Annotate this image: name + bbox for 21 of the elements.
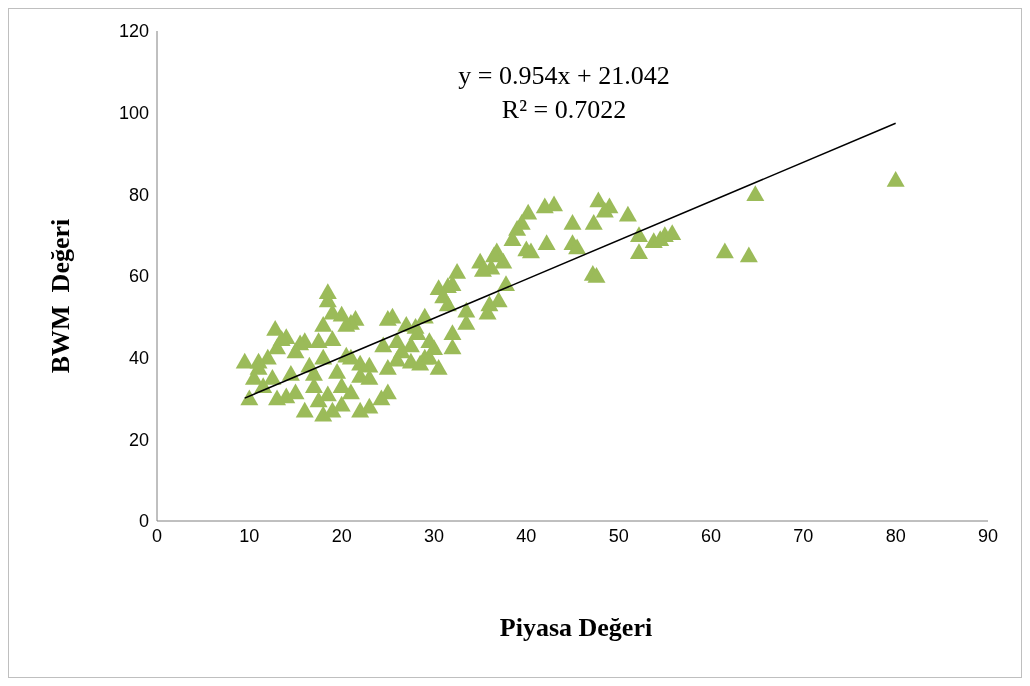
x-axis-title: Piyasa Değeri — [498, 613, 654, 643]
x-tick-label: 20 — [331, 525, 352, 546]
y-tick-label: 120 — [118, 21, 149, 42]
y-tick-label: 0 — [138, 511, 149, 532]
x-tick-label: 0 — [151, 525, 163, 546]
x-tick-label: 40 — [516, 525, 537, 546]
x-tick-label: 50 — [608, 525, 629, 546]
y-tick-label: 60 — [128, 266, 149, 287]
y-tick-label: 80 — [128, 184, 149, 205]
x-tick-label: 70 — [793, 525, 814, 546]
y-tick-label: 20 — [128, 429, 149, 450]
x-tick-label: 10 — [239, 525, 260, 546]
x-tick-label: 80 — [885, 525, 906, 546]
y-axis-title: BWM Değeri — [46, 217, 76, 376]
y-tick-label: 100 — [118, 103, 149, 124]
annotation: y = 0.954x + 21.042 — [457, 60, 671, 92]
x-tick-label: 30 — [423, 525, 445, 546]
x-tick-label: 60 — [700, 525, 722, 546]
annotation: R² = 0.7022 — [500, 94, 628, 126]
y-tick-label: 40 — [128, 348, 149, 369]
x-tick-label: 90 — [977, 525, 999, 546]
